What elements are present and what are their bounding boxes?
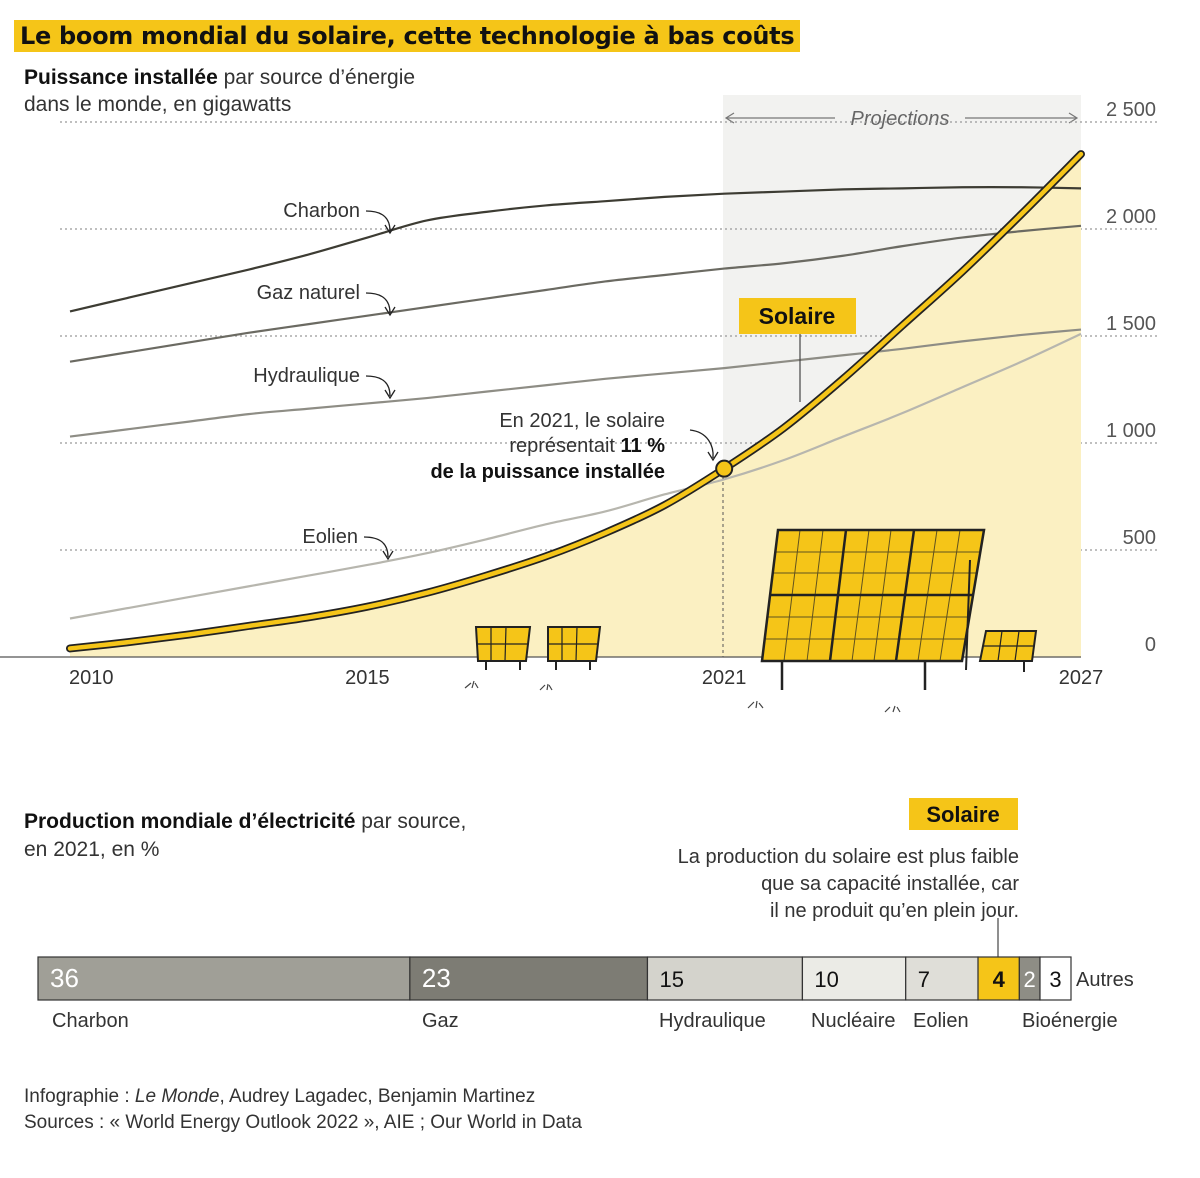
series-line-solaire xyxy=(67,151,1084,651)
solar-panel-small-3 xyxy=(978,630,1038,672)
annotation-line1: En 2021, le solaire xyxy=(499,410,665,432)
annotation-line2-b: 11 % xyxy=(621,435,666,457)
category-label-charbon: Charbon xyxy=(52,1010,129,1032)
series-label-arrowhead xyxy=(384,306,396,317)
category-label-hydraulique: Hydraulique xyxy=(659,1010,766,1032)
y-tick-label: 2 500 xyxy=(1106,99,1156,121)
category-label-bioenergie: Bioénergie xyxy=(1022,1010,1118,1032)
solaire-note-line: que sa capacité installée, car xyxy=(761,873,1019,895)
bar-value-eolien: 7 xyxy=(918,967,930,992)
projections-label: Projections xyxy=(851,108,950,130)
series-line-charbon xyxy=(69,186,1082,313)
solar-panel-small-1 xyxy=(464,626,532,689)
annotation-arrow xyxy=(689,429,714,459)
footer-authors: , Audrey Lagadec, Benjamin Martinez xyxy=(219,1086,536,1107)
projection-arrowhead-left xyxy=(724,112,735,124)
capacity-line-chart: Projections 0 500 1 000 1 500 2 000 2 500 201… xyxy=(0,95,1158,713)
chart2-subtitle-bold: Production mondiale d’électricité xyxy=(24,810,356,833)
series-lines xyxy=(66,150,1085,653)
y-tick-labels: 0 500 1 000 1 500 2 000 2 500 xyxy=(1106,99,1156,656)
footer-publication: Le Monde xyxy=(134,1086,220,1107)
solar-panel-small-2 xyxy=(539,626,602,691)
bar-segment-hydraulique xyxy=(646,956,804,1001)
chart2-subtitle-line2: en 2021, en % xyxy=(24,838,160,861)
series-label-gaz-naturel: Gaz naturel xyxy=(257,282,360,304)
y-tick-label: 1 500 xyxy=(1106,313,1156,335)
annotation-arrowhead xyxy=(707,451,719,462)
series-line-eolien xyxy=(69,332,1082,620)
bar-segment-autres xyxy=(1039,956,1072,1001)
page-title: Le boom mondial du solaire, cette techno… xyxy=(14,20,801,52)
y-tick-label: 500 xyxy=(1123,527,1156,549)
bar-segment-gaz xyxy=(409,956,649,1001)
chart1-subtitle: Puissance installée par source d’énergie… xyxy=(24,64,415,118)
bar-value-autres: 3 xyxy=(1049,967,1061,992)
chart2-solaire-badge-bg xyxy=(909,798,1018,830)
series-label-eolien: Eolien xyxy=(302,526,358,548)
y-tick-label: 0 xyxy=(1145,634,1156,656)
chart1-subtitle-line2: dans le monde, en gigawatts xyxy=(24,93,292,116)
x-tick-labels: 2010 2015 2021 2027 xyxy=(69,667,1103,689)
chart1-subtitle-rest: par source d’énergie xyxy=(217,66,416,89)
solar-panels-illustration xyxy=(464,528,1038,713)
series-line-gaz-naturel xyxy=(69,224,1082,363)
stacked-bar-category-labels: Charbon Gaz Hydraulique Nucléaire Eolien Bioé… xyxy=(52,1010,1118,1032)
chart1-subtitle-bold: Puissance installée xyxy=(24,66,218,89)
annotation-line2: représentait 11 % xyxy=(509,435,665,457)
series-labels: Charbon Gaz naturel Hydraulique Eolien xyxy=(253,200,396,561)
autres-label: Autres xyxy=(1076,969,1134,991)
footer-sources: Sources : « World Energy Outlook 2022 »,… xyxy=(24,1112,582,1133)
bar-segment-solaire xyxy=(977,956,1020,1001)
bar-value-bioenergie: 2 xyxy=(1024,967,1036,992)
bar-value-gaz: 23 xyxy=(422,963,451,993)
solaire-note-line: La production du solaire est plus faible xyxy=(678,846,1019,868)
x-tick-label: 2015 xyxy=(345,667,390,689)
bar-value-solaire: 4 xyxy=(993,967,1006,992)
bar-value-hydraulique: 15 xyxy=(659,967,683,992)
series-label-charbon: Charbon xyxy=(283,200,360,222)
series-line-hydraulique xyxy=(69,328,1082,438)
series-label-arrowhead xyxy=(384,224,396,235)
chart2-subtitle: Production mondiale d’électricité par so… xyxy=(24,808,466,864)
series-label-arrow xyxy=(365,292,391,314)
annotation-line2-a: représentait xyxy=(509,435,620,457)
production-stacked-bar: Solaire La production du solaire est plu… xyxy=(37,798,1134,1032)
category-label-eolien: Eolien xyxy=(913,1010,969,1032)
solaire-badge-text: Solaire xyxy=(759,303,836,329)
solaire-note: La production du solaire est plus faible… xyxy=(678,846,1020,922)
x-tick-label: 2021 xyxy=(702,667,747,689)
bar-segment-charbon xyxy=(37,956,411,1001)
series-label-arrow xyxy=(363,536,389,558)
series-label-arrowhead xyxy=(384,389,396,400)
footer: Infographie : Le Monde, Audrey Lagadec, … xyxy=(24,1084,582,1136)
category-label-nucleaire: Nucléaire xyxy=(811,1010,895,1032)
category-label-gaz: Gaz xyxy=(422,1010,459,1032)
solaire-badge-bg xyxy=(739,298,856,334)
chart2-solaire-badge: Solaire xyxy=(926,802,999,827)
solaire-note-line: il ne produit qu’en plein jour. xyxy=(770,900,1019,922)
x-tick-label: 2010 xyxy=(69,667,114,689)
bar-value-nucleaire: 10 xyxy=(814,967,838,992)
footer-prefix: Infographie : xyxy=(24,1086,135,1107)
bar-value-charbon: 36 xyxy=(50,963,79,993)
y-tick-label: 2 000 xyxy=(1106,206,1156,228)
annotation-line3: de la puissance installée xyxy=(430,461,665,483)
title-container: Le boom mondial du solaire, cette techno… xyxy=(14,20,801,52)
series-label-arrow xyxy=(365,375,391,397)
series-label-arrow xyxy=(365,210,391,232)
series-label-arrowhead xyxy=(382,550,394,561)
x-tick-label: 2027 xyxy=(1059,667,1104,689)
bar-segment-eolien xyxy=(905,956,979,1001)
series-label-hydraulique: Hydraulique xyxy=(253,365,360,387)
projection-arrowhead-right xyxy=(1068,112,1079,124)
solar-panel-large xyxy=(747,528,986,713)
bar-segment-nucleaire xyxy=(801,956,907,1001)
stacked-bar-segments: 36 23 15 10 7 4 2 3 xyxy=(37,956,1072,1001)
chart2-subtitle-rest: par source, xyxy=(355,810,467,833)
solaire-2021-marker xyxy=(715,459,734,478)
y-tick-label: 1 000 xyxy=(1106,420,1156,442)
